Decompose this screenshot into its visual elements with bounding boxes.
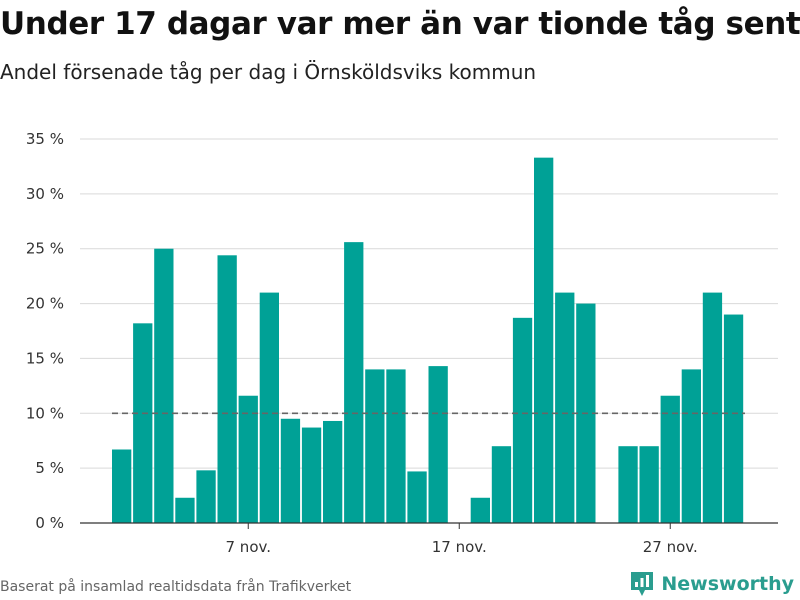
y-axis-tick-labels: 0 % 5 % 10 % 15 % 20 % 25 % 30 % 35 % [26,130,64,532]
bar [217,255,237,523]
bar [280,418,301,523]
bar [344,242,364,524]
bar [365,369,385,523]
bar [112,449,132,523]
x-tick-label: 7 nov. [226,538,271,556]
bar [428,366,448,523]
y-tick-label: 35 % [26,130,64,148]
bar [238,395,258,523]
gridlines [80,138,778,469]
y-tick-label: 5 % [35,459,64,477]
y-tick-label: 30 % [26,185,64,203]
bar [154,248,174,523]
bar [512,317,533,523]
y-tick-label: 0 % [35,514,64,532]
bar [386,369,406,523]
y-tick-label: 20 % [26,295,64,313]
bar [470,497,490,523]
bar [323,420,343,523]
y-tick-label: 25 % [26,240,64,258]
source-note: Baserat på insamlad realtidsdata från Tr… [0,579,352,595]
bar [681,369,701,523]
chart-subtitle: Andel försenade tåg per dag i Örnsköldsv… [0,60,537,84]
bar [491,446,512,523]
bar [301,427,322,523]
bar [407,471,427,523]
bar [639,446,659,523]
bar-chart: 0 % 5 % 10 % 15 % 20 % 25 % 30 % 35 % 7 nov. 17 … [26,130,778,556]
bar [660,395,680,523]
bar [175,497,195,523]
bar [618,446,638,523]
bar [133,323,153,523]
x-tick-label: 27 nov. [643,538,698,556]
newsworthy-logo-icon [631,572,654,596]
bar [196,470,216,523]
x-axis: 7 nov. 17 nov. 27 nov. [80,522,778,556]
bars [112,157,744,524]
x-tick-label: 17 nov. [432,538,487,556]
bar [555,292,575,523]
bar [259,292,279,523]
bar [723,314,744,523]
bar [702,292,723,523]
brand-name: Newsworthy [661,573,794,595]
y-tick-label: 15 % [26,349,64,367]
brand-logo: Newsworthy [629,569,794,599]
bar [534,157,554,523]
chart-title: Under 17 dagar var mer än var tionde tåg… [0,6,800,42]
y-tick-label: 10 % [26,404,64,422]
